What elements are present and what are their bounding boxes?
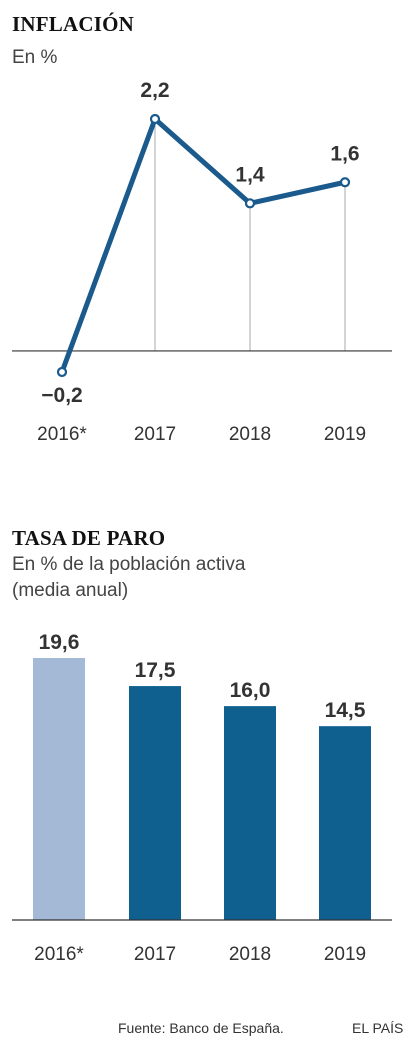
data-label: 17,5 <box>135 659 176 682</box>
unemployment-chart-subtitle-line-1: En % de la población activa <box>12 554 246 575</box>
x-tick-label: 2019 <box>324 944 366 965</box>
data-point <box>56 366 68 378</box>
x-tick-label: 2016* <box>34 944 84 965</box>
x-tick-label: 2019 <box>324 424 366 445</box>
bar <box>129 686 181 920</box>
x-tick-label: 2018 <box>229 424 271 445</box>
x-tick-label: 2017 <box>134 944 176 965</box>
bar <box>319 726 371 920</box>
data-label: −0,2 <box>41 384 82 407</box>
unemployment-bar-chart: 19,6 2016* 17,5 2017 16,0 2018 14,5 2019 <box>12 631 392 965</box>
data-point <box>244 198 256 209</box>
x-tick-label: 2016* <box>37 424 87 445</box>
data-label: 16,0 <box>230 679 271 702</box>
brand-label: EL PAÍS <box>352 1020 404 1036</box>
x-tick-label: 2017 <box>134 424 176 445</box>
data-point <box>339 177 351 188</box>
inflation-chart-title: INFLACIÓN <box>12 12 134 36</box>
data-label: 14,5 <box>325 699 366 722</box>
unemployment-chart-subtitle-line-2: (media anual) <box>12 580 129 601</box>
data-label: 1,6 <box>330 142 359 165</box>
inflation-line-chart: −0,2 2,2 1,4 1,6 2016* 2017 2018 2019 <box>12 79 392 445</box>
bar <box>33 658 85 920</box>
source-note: Fuente: Banco de España. <box>118 1020 284 1036</box>
inflation-series-line <box>59 116 348 375</box>
data-label: 19,6 <box>39 631 80 654</box>
data-label: 1,4 <box>235 163 265 186</box>
data-label: 2,2 <box>140 79 169 102</box>
data-point <box>149 113 161 125</box>
inflation-chart-subtitle: En % <box>12 47 58 68</box>
unemployment-chart-title: TASA DE PARO <box>12 526 166 550</box>
bar <box>224 706 276 920</box>
x-tick-label: 2018 <box>229 944 271 965</box>
